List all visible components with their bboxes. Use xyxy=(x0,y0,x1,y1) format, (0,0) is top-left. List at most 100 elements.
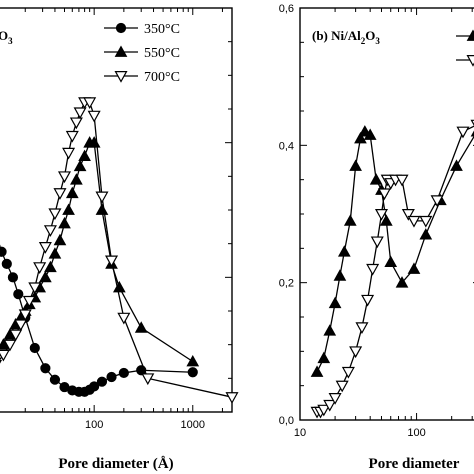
legend-label: 700°C xyxy=(144,70,180,85)
data-point xyxy=(65,130,79,143)
panel-label-part: (b) Ni/Al xyxy=(312,28,361,43)
data-point xyxy=(187,367,198,378)
data-point xyxy=(49,374,61,385)
data-point xyxy=(361,294,375,307)
legend-marker xyxy=(466,54,474,67)
data-point xyxy=(370,236,384,249)
data-point xyxy=(18,309,32,322)
y-tick-label: 0,4 xyxy=(279,140,294,152)
data-point xyxy=(395,174,409,187)
data-point xyxy=(333,269,347,281)
data-point xyxy=(328,393,342,405)
data-point xyxy=(384,255,398,267)
data-point xyxy=(43,225,57,237)
legend-marker xyxy=(114,45,128,57)
data-point xyxy=(39,270,52,283)
x-axis-title: Pore diameter xyxy=(369,456,460,472)
data-point xyxy=(323,399,337,412)
data-point xyxy=(105,255,119,268)
data-point xyxy=(134,321,148,333)
data-point xyxy=(1,258,12,269)
data-point xyxy=(28,282,42,295)
data-point xyxy=(450,159,463,171)
series-line xyxy=(317,125,474,413)
data-point xyxy=(225,392,239,404)
data-point xyxy=(53,233,67,246)
panel-label: (b) Ni/Al2O3 xyxy=(312,28,380,46)
data-point xyxy=(13,289,24,300)
data-point xyxy=(73,159,87,172)
data-point xyxy=(349,159,362,171)
panel-label-part: O xyxy=(0,28,8,43)
data-point xyxy=(3,339,17,352)
data-point xyxy=(0,349,10,362)
data-point xyxy=(96,376,108,387)
x-tick-label: 10 xyxy=(294,427,306,439)
panel-label-subscript: 3 xyxy=(8,36,13,46)
data-point xyxy=(430,195,444,208)
data-point xyxy=(95,203,109,215)
x-tick-label: 100 xyxy=(85,419,103,431)
data-point xyxy=(78,149,91,162)
data-point xyxy=(470,119,474,127)
data-point xyxy=(112,280,126,293)
y-tick-label: 0,2 xyxy=(279,278,294,290)
data-point xyxy=(337,245,351,257)
data-point xyxy=(40,363,51,374)
data-point xyxy=(401,209,415,221)
data-point xyxy=(62,203,75,215)
data-point xyxy=(14,319,28,332)
data-point xyxy=(335,380,349,393)
data-point xyxy=(9,329,23,342)
panel-label-subscript: 3 xyxy=(375,36,380,46)
data-point xyxy=(118,367,129,379)
data-point xyxy=(117,312,131,325)
data-point xyxy=(470,130,474,137)
legend-marker xyxy=(115,22,127,34)
data-point xyxy=(58,216,71,229)
x-tick-label: 100 xyxy=(407,427,425,439)
data-point xyxy=(70,173,83,185)
legend-marker xyxy=(466,29,474,41)
panel-label-part: O xyxy=(365,28,375,43)
data-point xyxy=(106,371,117,383)
data-point xyxy=(407,262,421,274)
data-point xyxy=(95,191,109,204)
data-point xyxy=(53,188,67,200)
data-point xyxy=(87,110,101,123)
chart-panel-b: 10 100 0,0 0,2 0,4 0,6 Pore diameter (b) Ni/Al2… xyxy=(279,3,474,472)
x-axis-title: Pore diameter (Å) xyxy=(58,456,173,472)
y-tick-label: 0,6 xyxy=(279,3,294,15)
data-point xyxy=(395,276,409,288)
data-point xyxy=(369,173,383,185)
data-point xyxy=(366,263,380,276)
panel-label-subscript: 2 xyxy=(361,36,366,46)
data-point xyxy=(328,296,342,309)
data-point xyxy=(48,208,62,221)
data-point xyxy=(83,97,97,110)
data-point xyxy=(317,404,331,417)
data-point xyxy=(33,262,47,274)
data-point xyxy=(310,365,324,377)
chart-panel-a: 100 1000 Pore diameter (Å) O3 350°C 550°C 700°… xyxy=(0,7,239,472)
x-tick-label: 1000 xyxy=(181,419,205,431)
data-point xyxy=(57,171,72,184)
legend-label: 350°C xyxy=(144,22,180,37)
data-point xyxy=(73,107,87,120)
data-point xyxy=(419,215,433,228)
data-point xyxy=(355,322,369,335)
data-point xyxy=(69,117,83,130)
data-point xyxy=(141,373,155,386)
data-point xyxy=(363,128,377,140)
data-point xyxy=(456,126,470,139)
data-point xyxy=(7,272,19,283)
data-point xyxy=(0,246,7,257)
data-point xyxy=(44,260,57,273)
data-point xyxy=(29,342,40,354)
data-point xyxy=(317,351,331,364)
data-point xyxy=(323,324,337,336)
data-point xyxy=(419,228,433,240)
data-point xyxy=(354,131,367,144)
legend-label: 550°C xyxy=(144,46,180,61)
